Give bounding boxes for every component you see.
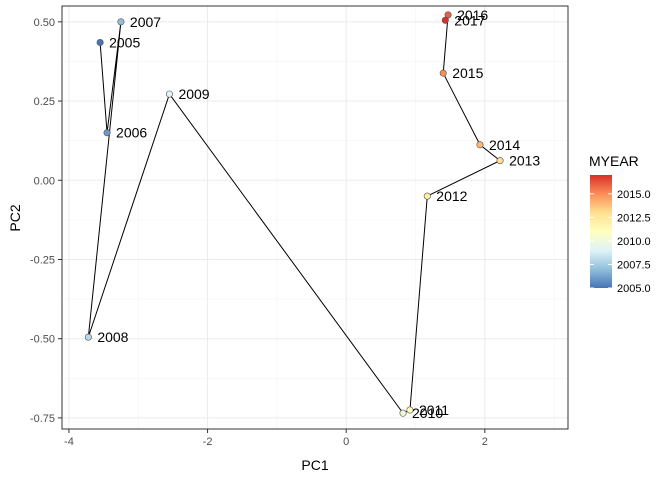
y-axis-ticks: -0.75 -0.50 -0.25 0.00 0.25 0.50 — [30, 17, 62, 425]
y-tick-label: 0.50 — [34, 17, 55, 29]
y-tick-label: 0.00 — [34, 175, 55, 187]
point-2007 — [117, 18, 125, 26]
y-tick-label: -0.75 — [30, 413, 55, 425]
point-label-2010: 2010 — [412, 405, 443, 421]
x-tick-label: 2 — [482, 436, 488, 448]
point-2011 — [406, 406, 414, 414]
point-label-2009: 2009 — [178, 86, 209, 102]
point-2015 — [439, 69, 447, 77]
data-points — [84, 11, 504, 417]
legend-tick-label: 2012.5 — [617, 212, 651, 224]
point-2013 — [496, 157, 504, 165]
panel-border — [61, 5, 569, 430]
x-tick-label: 0 — [343, 436, 349, 448]
legend: MYEAR 2005.0 2007.5 2010.0 2012.5 2015.0 — [589, 153, 651, 295]
legend-tick-label: 2007.5 — [617, 259, 651, 271]
point-label-2013: 2013 — [509, 153, 540, 169]
point-label-2017: 2017 — [454, 12, 485, 28]
point-label-2012: 2012 — [436, 188, 467, 204]
point-label-2016: 2016 — [457, 7, 488, 23]
y-tick-label: 0.25 — [34, 96, 55, 108]
legend-tick-label: 2015.0 — [617, 189, 651, 201]
point-2014 — [476, 141, 484, 149]
point-label-2011: 2011 — [419, 402, 449, 418]
point-2017 — [441, 16, 449, 24]
point-2006 — [103, 129, 111, 137]
point-2012 — [423, 192, 431, 200]
x-axis-ticks: -4 -2 0 2 — [64, 429, 488, 448]
legend-title: MYEAR — [589, 153, 639, 169]
point-label-2014: 2014 — [489, 137, 520, 153]
point-label-2015: 2015 — [452, 65, 483, 81]
legend-tick-label: 2010.0 — [617, 236, 651, 248]
point-label-2007: 2007 — [130, 14, 161, 30]
panel-background — [62, 6, 568, 429]
point-2010 — [399, 409, 407, 417]
legend-colorbar — [590, 175, 612, 288]
point-2005 — [96, 38, 104, 46]
x-tick-label: -2 — [203, 436, 213, 448]
y-axis-title: PC2 — [7, 204, 23, 231]
x-tick-label: -4 — [64, 436, 74, 448]
point-label-2008: 2008 — [97, 329, 128, 345]
y-tick-label: -0.50 — [30, 334, 55, 346]
point-2016 — [444, 11, 452, 19]
x-axis-title: PC1 — [301, 457, 328, 473]
legend-tick-label: 2005.0 — [617, 283, 651, 295]
point-2008 — [84, 333, 92, 341]
point-label-2006: 2006 — [116, 125, 147, 141]
point-label-2005: 2005 — [109, 34, 140, 50]
legend-ticks: 2005.0 2007.5 2010.0 2012.5 2015.0 — [590, 189, 651, 295]
point-2009 — [165, 90, 173, 98]
y-tick-label: -0.25 — [30, 254, 55, 266]
grid-major — [62, 6, 568, 429]
grid-minor — [62, 6, 568, 429]
